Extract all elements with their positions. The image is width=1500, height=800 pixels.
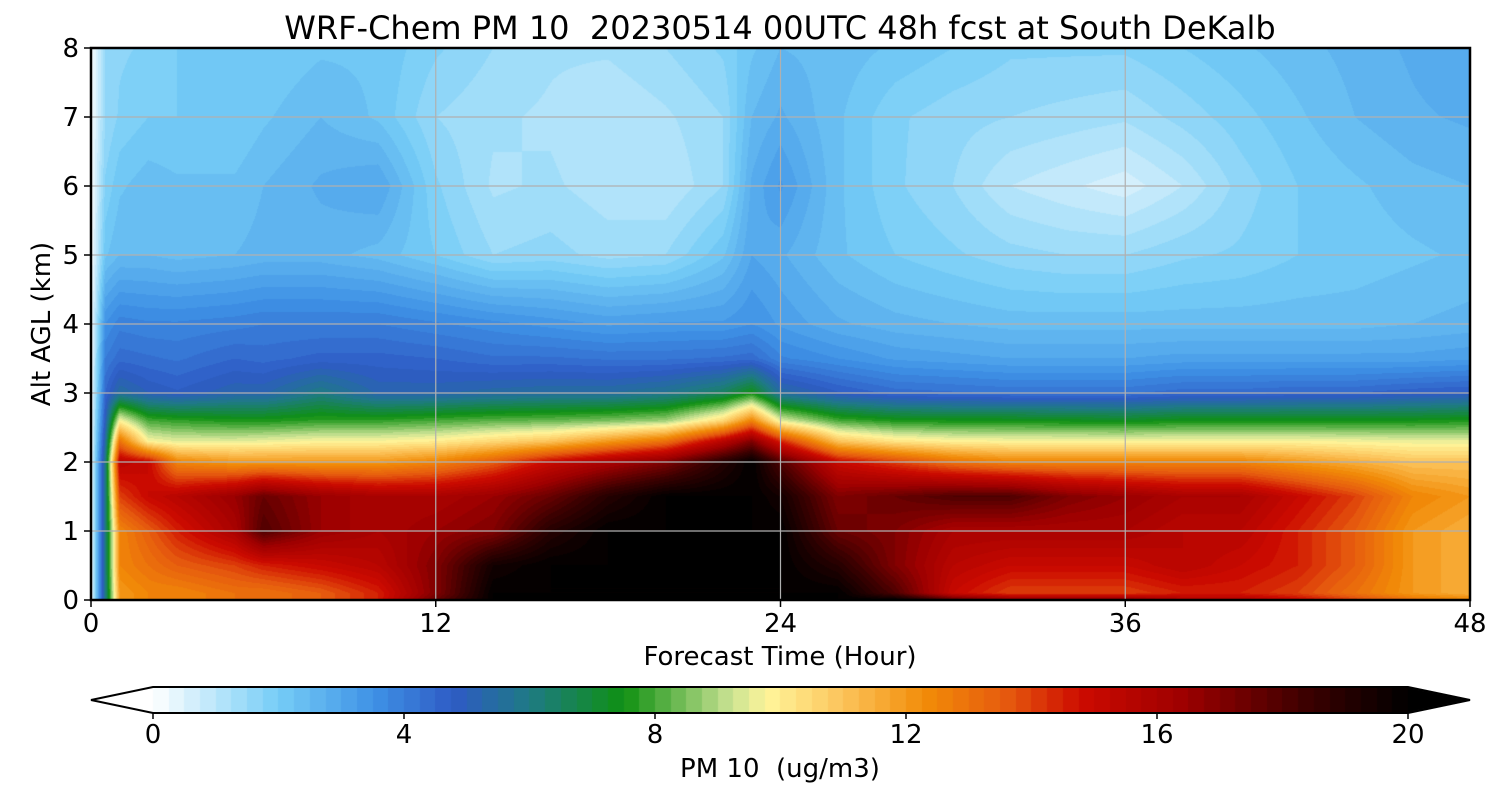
x-tick-label: 12 <box>419 609 452 639</box>
x-axis: 0 12 24 36 48 <box>83 600 1487 639</box>
colorbar-ticks: 0 4 8 12 16 20 <box>145 713 1425 750</box>
colorbar-label: PM 10 (ug/m3) <box>680 754 880 784</box>
chart-title: WRF-Chem PM 10 20230514 00UTC 48h fcst a… <box>284 9 1275 47</box>
colorbar: 0 4 8 12 16 20 PM 10 (ug/m3) <box>90 686 1471 784</box>
colorbar-tick-label: 4 <box>396 720 413 750</box>
grid-lines <box>91 48 1470 600</box>
x-axis-label: Forecast Time (Hour) <box>643 642 916 672</box>
x-tick-label: 48 <box>1453 609 1486 639</box>
colorbar-fill <box>91 687 1470 713</box>
x-tick-label: 24 <box>764 609 797 639</box>
y-tick-label: 4 <box>62 310 79 340</box>
y-tick-label: 8 <box>62 34 79 64</box>
y-tick-label: 0 <box>62 586 79 616</box>
y-tick-label: 7 <box>62 103 79 133</box>
y-axis: 0 1 2 3 4 5 6 7 8 <box>62 34 91 616</box>
y-tick-label: 5 <box>62 241 79 271</box>
y-axis-label: Alt AGL (km) <box>27 242 57 406</box>
colorbar-tick-label: 12 <box>889 720 922 750</box>
colorbar-tick-label: 0 <box>145 720 162 750</box>
colorbar-tick-label: 8 <box>647 720 664 750</box>
colorbar-tick-label: 16 <box>1140 720 1173 750</box>
x-tick-label: 36 <box>1109 609 1142 639</box>
y-tick-label: 1 <box>62 517 79 547</box>
y-tick-label: 3 <box>62 379 79 409</box>
colorbar-tick-label: 20 <box>1391 720 1424 750</box>
y-tick-label: 2 <box>62 448 79 478</box>
y-tick-label: 6 <box>62 172 79 202</box>
x-tick-label: 0 <box>83 609 100 639</box>
plot-area <box>89 46 1472 602</box>
